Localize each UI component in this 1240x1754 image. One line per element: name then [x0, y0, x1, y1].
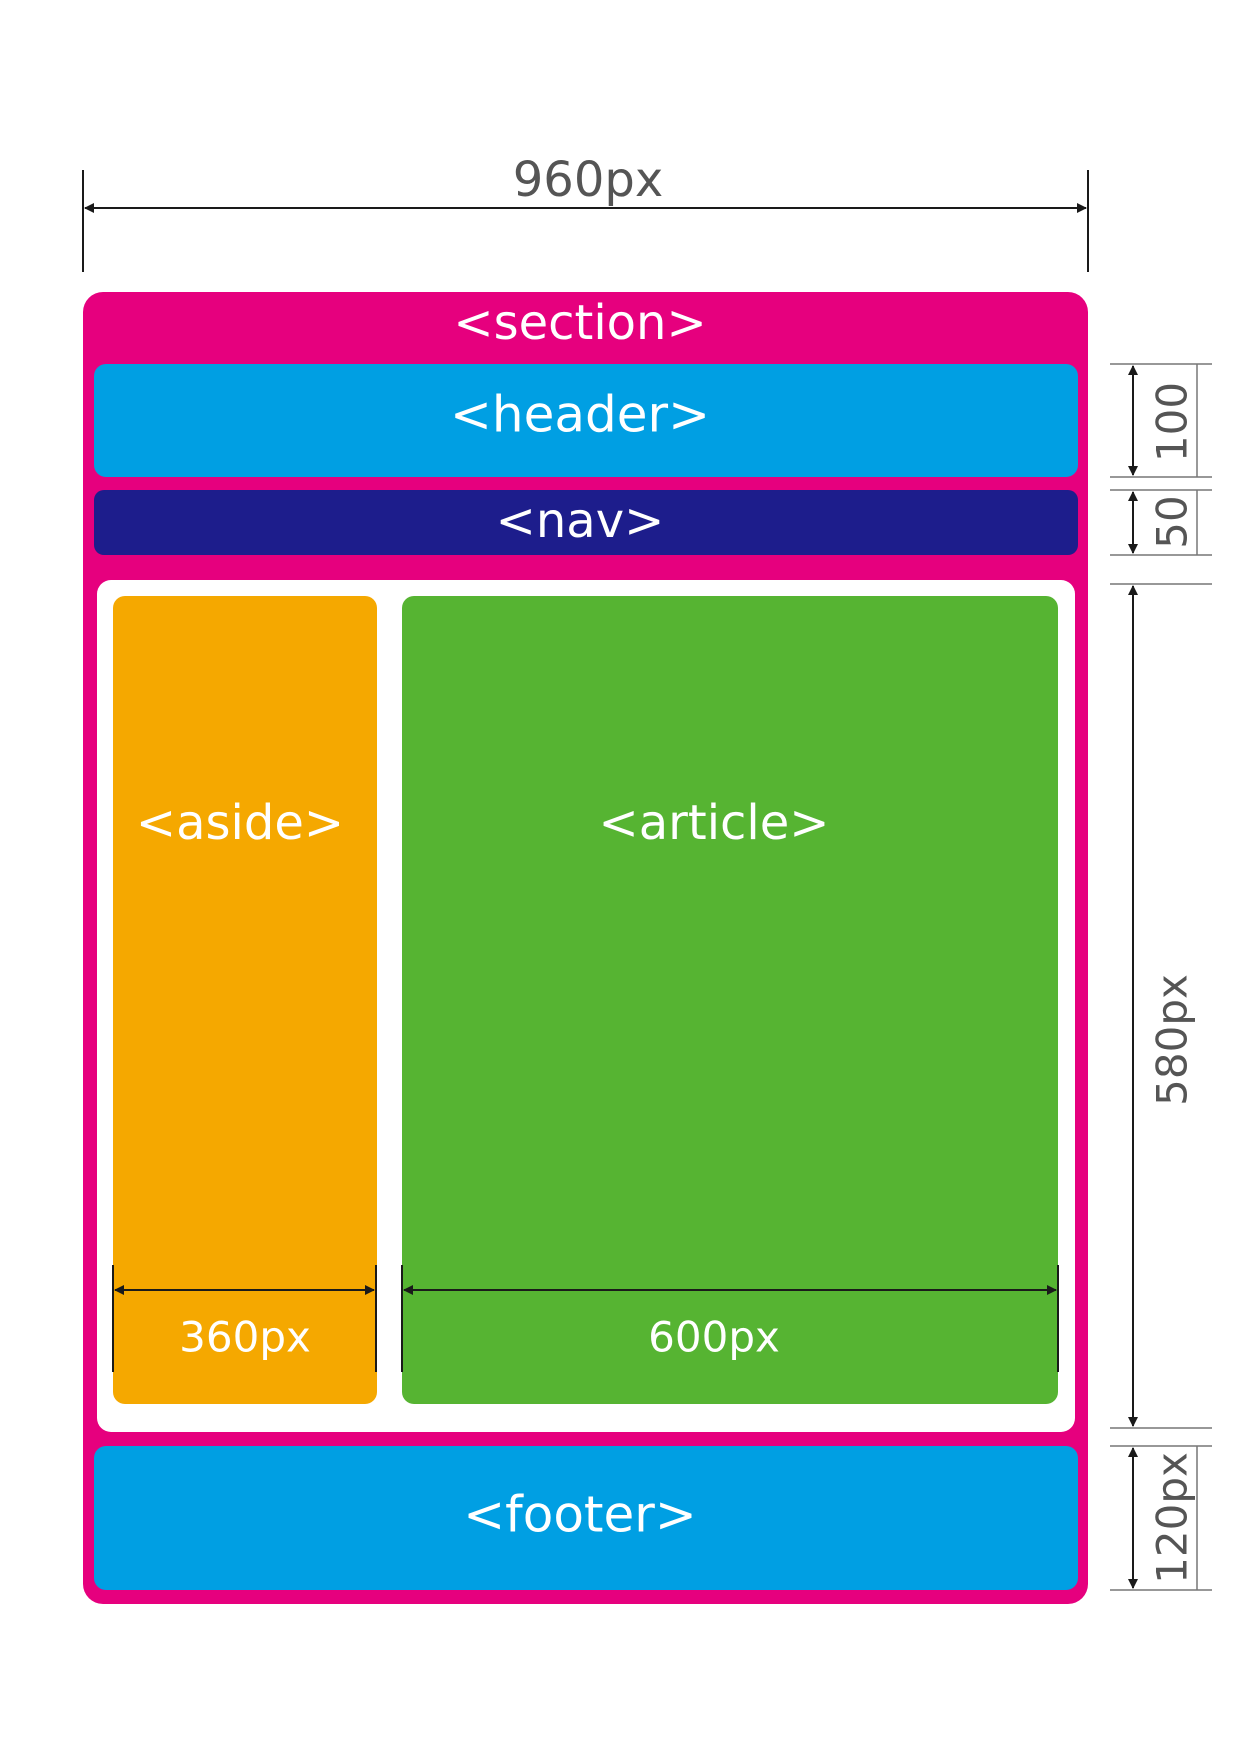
footer-label: <footer> [463, 1486, 697, 1544]
article-label: <article> [599, 795, 830, 851]
article-width-label: 600px [648, 1313, 780, 1362]
main-height-label: 580px [1148, 974, 1197, 1106]
header-height-label: 100 [1148, 382, 1197, 462]
height-dimensions: 100 50 580px 120px [1110, 363, 1212, 1591]
width-dimension: 960px [82, 152, 1089, 272]
aside-width-label: 360px [179, 1313, 311, 1362]
header-box [94, 364, 1078, 477]
total-width-label: 960px [513, 152, 664, 208]
nav-box [94, 490, 1078, 555]
nav-height-label: 50 [1148, 495, 1197, 548]
aside-width-dimension: 360px [112, 1265, 377, 1372]
aside-label: <aside> [136, 795, 344, 851]
section-label: <section> [453, 295, 706, 351]
footer-box [94, 1446, 1078, 1590]
header-label: <header> [450, 386, 710, 444]
aside-box [113, 596, 377, 1404]
article-box [402, 596, 1058, 1404]
footer-height-label: 120px [1148, 1452, 1197, 1584]
article-width-dimension: 600px [401, 1265, 1059, 1372]
nav-label: <nav> [496, 493, 665, 549]
